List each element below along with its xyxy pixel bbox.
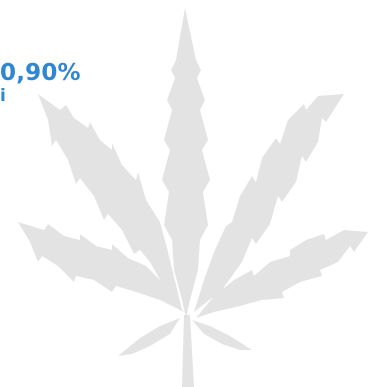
stat-percentage: 0,90% bbox=[0, 60, 81, 86]
stat-sublabel: i bbox=[0, 86, 6, 106]
leaf-shape bbox=[18, 8, 368, 387]
